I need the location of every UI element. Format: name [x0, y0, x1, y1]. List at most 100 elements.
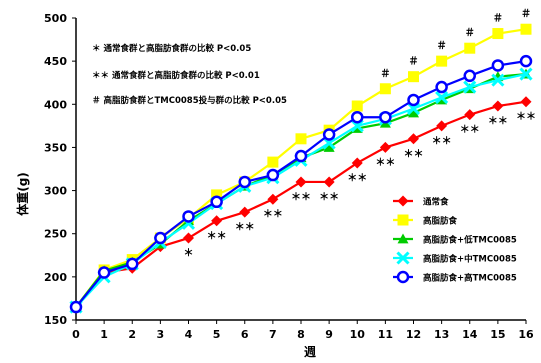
legend-label: 高脂肪食 [423, 216, 458, 227]
data-point [407, 93, 420, 107]
data-point [463, 69, 476, 83]
data-point [435, 80, 448, 94]
data-point [464, 109, 476, 121]
data-point [126, 257, 139, 271]
data-point [379, 141, 391, 153]
significance-marks: ＊＊＊＊＊＊＊＊＊ ＊＊＊＊＊＊＊＊＊＊＊＊＊＊ ＊＊＃＃＃＃＃＃ [184, 8, 537, 259]
data-point [463, 80, 477, 94]
x-tick-label: 10 [350, 328, 366, 341]
y-tick-label: 500 [44, 12, 67, 25]
legend-label: 通常食 [423, 197, 449, 208]
data-point [396, 251, 410, 265]
data-point [211, 215, 223, 227]
data-point [266, 168, 280, 182]
significance-mark: ＃ [521, 8, 531, 20]
y-tick-label: 200 [44, 271, 67, 284]
significance-mark: ＊＊ [460, 124, 480, 136]
data-point [323, 176, 335, 188]
series-4 [69, 54, 533, 314]
data-point [351, 110, 364, 124]
data-point [436, 55, 448, 67]
significance-mark: ＊＊ [375, 156, 395, 168]
data-point [294, 149, 308, 163]
x-tick-label: 5 [213, 328, 221, 341]
legend-label: 高脂肪食+低TMC0085 [423, 235, 517, 246]
data-point [210, 195, 223, 209]
x-tick-label: 2 [128, 328, 136, 341]
data-point [379, 83, 391, 95]
data-point [397, 195, 409, 207]
significance-mark: ＃ [493, 13, 503, 25]
significance-note: ＊＊ 通常食群と高脂肪食群の比較 P<0.01 [92, 70, 260, 81]
significance-mark: ＃ [409, 56, 419, 68]
data-point [408, 71, 419, 83]
significance-note: ＃ 高脂肪食群とTMC0085投与群の比較 P<0.05 [92, 95, 287, 106]
y-tick-label: 300 [44, 185, 67, 198]
significance-mark: ＊＊ [347, 172, 367, 184]
significance-mark: ＊＊ [432, 135, 452, 147]
significance-mark: ＊＊ [291, 191, 311, 203]
data-point [519, 67, 533, 81]
data-point [322, 128, 336, 141]
data-point [239, 206, 251, 218]
x-tick-label: 0 [72, 328, 80, 341]
y-tick-label: 350 [44, 141, 67, 154]
significance-mark: ＊＊ [263, 208, 283, 220]
significance-mark: ＊＊ [235, 221, 255, 233]
data-point [492, 28, 504, 40]
legend-item: 高脂肪食+高TMC0085 [393, 270, 517, 284]
significance-mark: ＃ [465, 27, 475, 39]
data-point [351, 157, 363, 169]
x-tick-label: 7 [269, 328, 277, 341]
significance-legend: ＊ 通常食群と高脂肪食群の比較 P<0.05 ＊＊ 通常食群と高脂肪食群の比較 P… [92, 43, 287, 106]
significance-mark: ＊＊ [488, 115, 508, 127]
data-point [379, 110, 392, 124]
significance-mark: ＊＊ [516, 111, 536, 123]
data-point [295, 176, 307, 188]
data-point [267, 156, 279, 168]
data-point [295, 133, 307, 145]
legend-item: 高脂肪食 [393, 214, 458, 227]
legend-label: 高脂肪食+中TMC0085 [423, 254, 517, 265]
x-tick-label: 14 [462, 328, 478, 341]
data-point [520, 96, 532, 108]
y-axis-label: 体重(g) [15, 172, 30, 216]
x-tick-label: 16 [518, 328, 534, 341]
data-point [267, 193, 279, 205]
significance-mark: ＊＊ [207, 230, 227, 242]
y-tick-label: 400 [44, 98, 67, 111]
data-point [154, 231, 167, 245]
legend-item: 通常食 [393, 195, 449, 208]
x-tick-label: 9 [325, 328, 333, 341]
x-tick-label: 8 [297, 328, 305, 341]
data-point [351, 100, 363, 112]
legend-label: 高脂肪食+高TMC0085 [423, 273, 517, 284]
data-point [491, 59, 505, 72]
series-lines [69, 23, 533, 314]
data-point [69, 300, 83, 314]
series-line [75, 72, 527, 308]
data-point [492, 100, 504, 112]
y-tick-label: 450 [44, 55, 67, 68]
data-point [397, 214, 409, 226]
series-1 [70, 23, 532, 313]
data-point [464, 42, 476, 54]
x-tick-label: 6 [241, 328, 249, 341]
data-point [323, 141, 335, 152]
x-axis-label: 週 [304, 344, 316, 359]
data-point [396, 270, 410, 284]
data-point [183, 232, 194, 244]
x-tick-label: 4 [185, 328, 193, 341]
legend-item: 高脂肪食+低TMC0085 [393, 233, 517, 246]
y-tick-label: 150 [44, 314, 67, 327]
x-tick-label: 1 [100, 328, 108, 341]
data-point [436, 120, 448, 132]
data-point [182, 210, 195, 223]
significance-mark: ＊＊ [404, 148, 424, 160]
data-point [519, 54, 533, 68]
x-tick-label: 3 [157, 328, 165, 341]
x-tick-label: 15 [490, 328, 505, 341]
